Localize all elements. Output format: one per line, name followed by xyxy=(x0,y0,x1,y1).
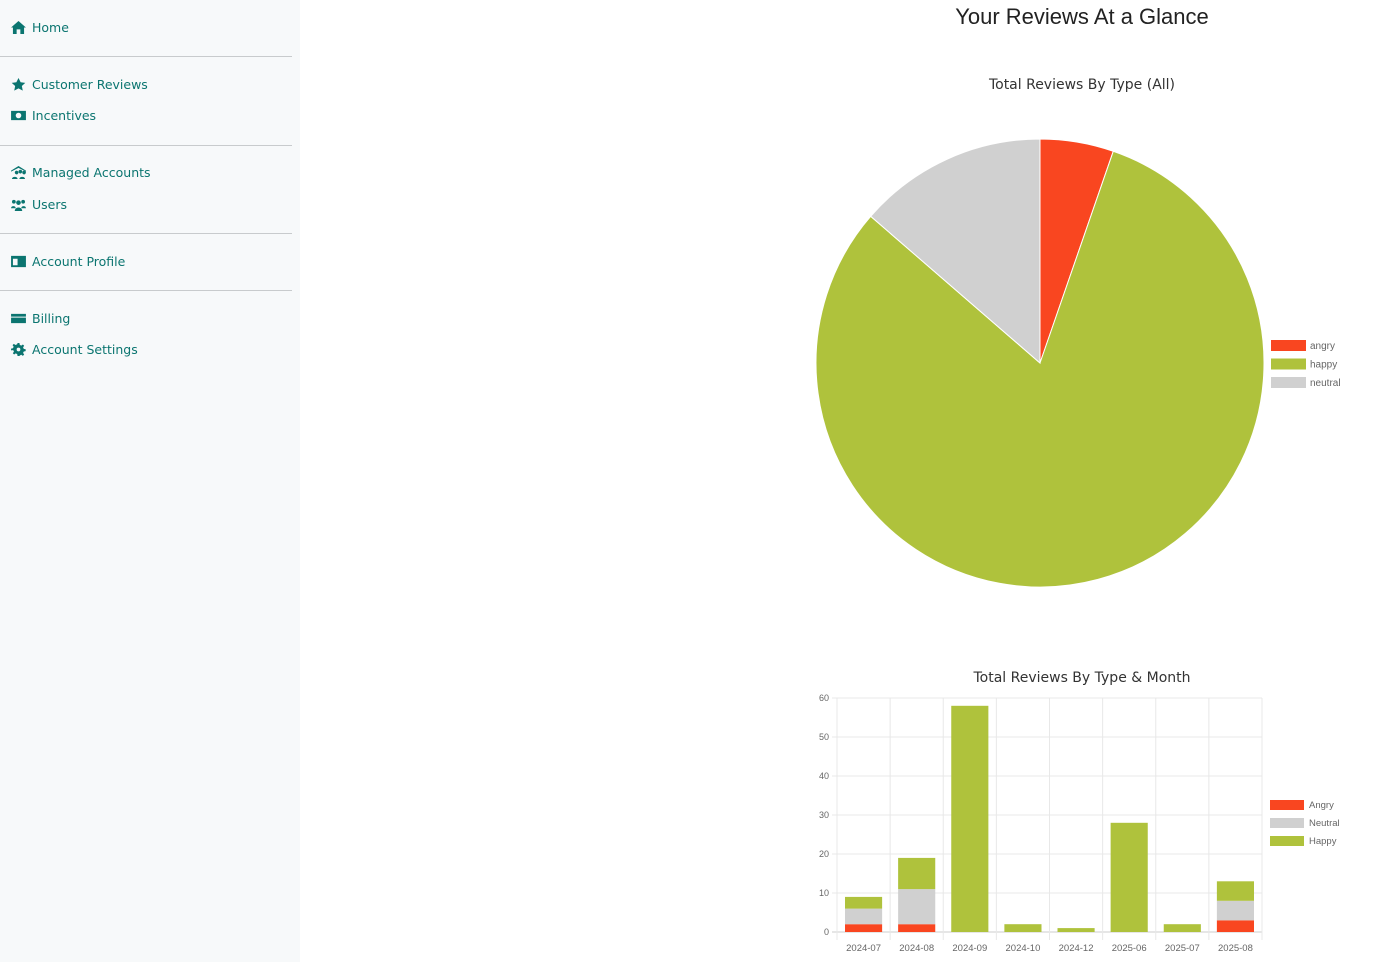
legend-swatch-angry xyxy=(1270,800,1304,810)
bar-angry-2024-07 xyxy=(845,924,883,932)
managed-accounts-icon xyxy=(11,166,26,179)
bar-chart-title: Total Reviews By Type & Month xyxy=(973,670,1191,686)
legend-label-angry: angry xyxy=(1310,341,1335,352)
bar-angry-2024-08 xyxy=(898,924,936,932)
legend-swatch-happy xyxy=(1270,836,1304,846)
legend-label-happy: happy xyxy=(1310,360,1337,371)
legend-swatch-happy xyxy=(1271,358,1306,370)
bar-happy-2024-09 xyxy=(951,705,989,932)
sidebar-item-label: Home xyxy=(32,20,69,35)
y-tick-label: 40 xyxy=(819,771,829,781)
sidebar-item-billing[interactable]: Billing xyxy=(11,311,70,326)
sidebar-item-label: Billing xyxy=(32,311,71,326)
sidebar-item-customer-reviews[interactable]: Customer Reviews xyxy=(11,77,148,92)
bar-neutral-2025-08 xyxy=(1216,900,1254,921)
sidebar-item-account-profile[interactable]: Account Profile xyxy=(11,254,125,269)
x-tick-label: 2025-08 xyxy=(1218,943,1253,954)
y-tick-label: 60 xyxy=(819,693,829,703)
y-tick-label: 10 xyxy=(819,888,829,898)
page-title: Your Reviews At a Glance xyxy=(955,4,1209,29)
legend-swatch-neutral xyxy=(1270,818,1304,828)
x-tick-label: 2024-08 xyxy=(899,943,934,954)
home-icon xyxy=(11,21,26,34)
sidebar-item-label: Account Profile xyxy=(32,254,126,269)
legend-label-angry: Angry xyxy=(1309,800,1334,811)
x-tick-label: 2024-12 xyxy=(1059,943,1094,954)
legend-label-happy: Happy xyxy=(1309,836,1337,847)
x-tick-label: 2024-10 xyxy=(1006,943,1041,954)
sidebar-item-incentives[interactable]: Incentives xyxy=(11,108,96,123)
sidebar-item-account-settings[interactable]: Account Settings xyxy=(11,342,138,357)
x-tick-label: 2024-09 xyxy=(952,943,987,954)
x-tick-label: 2025-07 xyxy=(1165,943,1200,954)
sidebar-item-label: Managed Accounts xyxy=(32,165,151,180)
pie-chart-title: Total Reviews By Type (All) xyxy=(988,77,1176,93)
users-icon xyxy=(11,199,26,211)
bar-happy-2024-07 xyxy=(845,896,883,909)
sidebar-item-label: Users xyxy=(32,197,68,212)
sidebar-item-label: Incentives xyxy=(32,108,97,123)
divider xyxy=(0,56,292,57)
divider xyxy=(0,233,292,234)
sidebar-item-home[interactable]: Home xyxy=(11,20,69,35)
legend-swatch-neutral xyxy=(1271,377,1306,388)
y-tick-label: 0 xyxy=(824,927,829,937)
bar-happy-2025-07 xyxy=(1163,924,1201,932)
bar-angry-2025-08 xyxy=(1216,920,1254,932)
x-tick-label: 2024-07 xyxy=(846,943,881,954)
bar-happy-2025-08 xyxy=(1216,881,1254,901)
bar-happy-2024-12 xyxy=(1057,928,1095,932)
pie-slice-happy xyxy=(815,150,1265,588)
bar-happy-2024-08 xyxy=(898,857,936,890)
x-tick-label: 2025-06 xyxy=(1112,943,1147,954)
bar-happy-2025-06 xyxy=(1110,822,1148,932)
divider xyxy=(0,290,292,291)
legend-label-neutral: neutral xyxy=(1310,378,1341,389)
pie-slice-neutral xyxy=(870,138,1041,365)
sidebar: Home Customer Reviews Incentives Managed… xyxy=(0,0,300,962)
legend-label-neutral: Neutral xyxy=(1309,818,1340,829)
gear-icon xyxy=(11,343,26,356)
sidebar-item-label: Account Settings xyxy=(32,342,138,357)
y-tick-label: 20 xyxy=(819,849,829,859)
credit-card-icon xyxy=(11,313,26,324)
star-icon xyxy=(11,78,26,91)
bar-happy-2024-10 xyxy=(1004,924,1042,932)
sidebar-item-managed-accounts[interactable]: Managed Accounts xyxy=(11,165,151,180)
id-card-icon xyxy=(11,255,26,268)
y-tick-label: 50 xyxy=(819,732,829,742)
sidebar-item-label: Customer Reviews xyxy=(32,77,148,92)
y-tick-label: 30 xyxy=(819,810,829,820)
divider xyxy=(0,145,292,146)
money-icon xyxy=(11,110,26,121)
bar-neutral-2024-08 xyxy=(898,889,936,925)
bar-neutral-2024-07 xyxy=(845,908,883,925)
legend-swatch-angry xyxy=(1271,340,1306,351)
sidebar-item-users[interactable]: Users xyxy=(11,197,67,212)
